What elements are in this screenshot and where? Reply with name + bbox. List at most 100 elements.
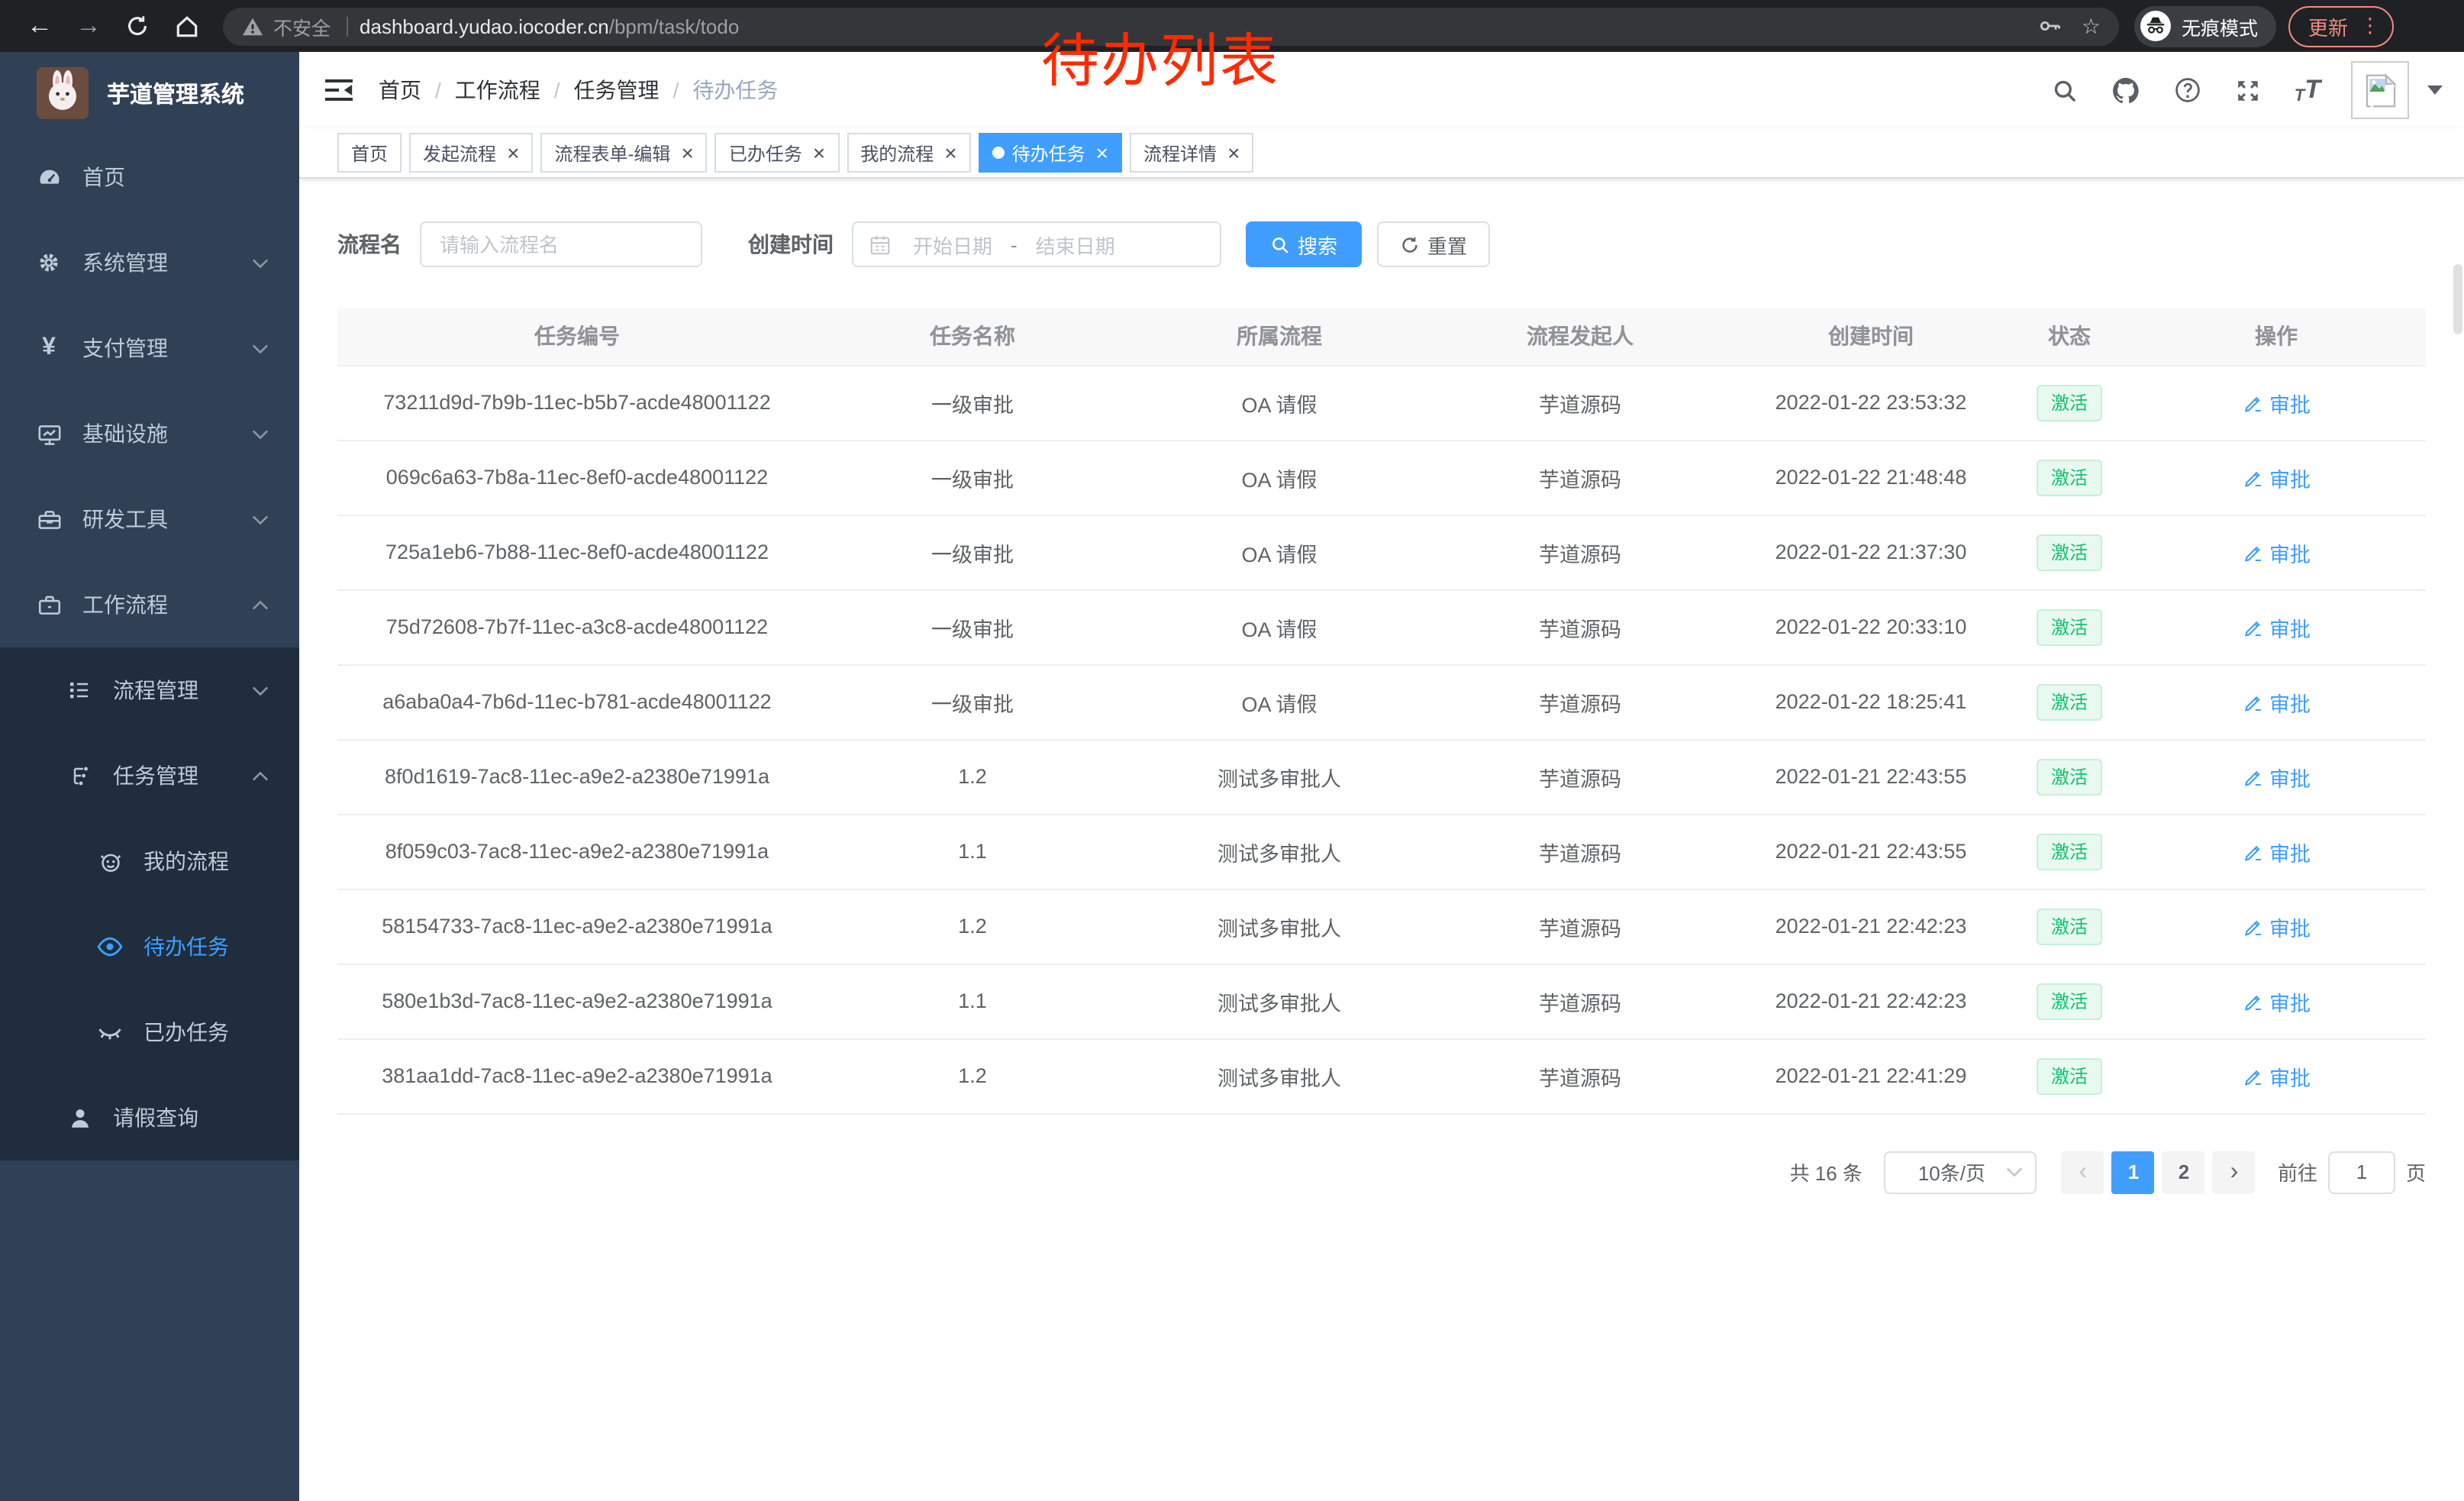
end-date-placeholder[interactable]: 结束日期 <box>1035 234 1115 257</box>
chevron-down-icon <box>252 514 269 525</box>
tab-start-process[interactable]: 发起流程 × <box>409 133 534 173</box>
browser-back-icon[interactable]: ← <box>27 11 53 40</box>
page-1-button[interactable]: 1 <box>2111 1151 2155 1193</box>
update-label[interactable]: 更新 <box>2308 16 2348 39</box>
cell-status: 激活 <box>2012 889 2127 964</box>
table-row: 725a1eb6-7b88-11ec-8ef0-acde48001122 一级审批… <box>337 515 2426 590</box>
date-range-picker[interactable]: 开始日期 - 结束日期 <box>852 221 1221 267</box>
cell-action: 审批 <box>2127 515 2426 590</box>
breadcrumb-workflow[interactable]: 工作流程 <box>454 78 540 102</box>
close-icon[interactable]: × <box>944 140 957 165</box>
tab-home[interactable]: 首页 <box>337 133 402 173</box>
approve-button[interactable]: 审批 <box>2242 537 2311 567</box>
edit-pen-icon <box>2242 766 2263 787</box>
address-bar[interactable]: 不安全 dashboard.yudao.iocoder.cn /bpm/task… <box>223 7 2119 45</box>
process-name-input[interactable] <box>420 221 702 267</box>
security-label[interactable]: 不安全 <box>273 18 331 39</box>
next-page-button[interactable]: › <box>2212 1151 2256 1193</box>
approve-button[interactable]: 审批 <box>2242 836 2311 867</box>
cell-starter: 芋道源码 <box>1430 365 1730 441</box>
sidebar-item-payment[interactable]: ¥ 支付管理 <box>0 305 299 391</box>
cell-action: 审批 <box>2127 814 2426 889</box>
table-row: 8f0d1619-7ac8-11ec-a9e2-a2380e71991a 1.2 测… <box>337 739 2426 815</box>
search-button[interactable]: 搜索 <box>1246 221 1363 267</box>
search-icon[interactable] <box>2052 77 2078 103</box>
table-row: 069c6a63-7b8a-11ec-8ef0-acde48001122 一级审批… <box>337 440 2426 515</box>
breadcrumb-home[interactable]: 首页 <box>379 78 421 102</box>
approve-button[interactable]: 审批 <box>2242 1060 2311 1091</box>
chevron-down-icon <box>252 428 269 439</box>
approve-button[interactable]: 审批 <box>2242 686 2311 717</box>
tab-form-edit[interactable]: 流程表单-编辑 × <box>540 133 708 173</box>
column-header: 流程发起人 <box>1430 308 1730 366</box>
approve-button[interactable]: 审批 <box>2242 387 2311 418</box>
update-button[interactable]: 更新 ⋮ <box>2288 5 2394 47</box>
page-size-select[interactable]: 10条/页 <box>1883 1151 2037 1193</box>
reset-button[interactable]: 重置 <box>1377 221 1491 267</box>
start-date-placeholder[interactable]: 开始日期 <box>912 234 992 257</box>
browser-menu-icon[interactable]: ⋮ <box>2360 14 2380 37</box>
sidebar-item-my-process[interactable]: 我的流程 <box>0 818 299 904</box>
fullscreen-icon[interactable] <box>2235 77 2261 103</box>
sidebar-item-task-mgmt[interactable]: 任务管理 <box>0 733 299 818</box>
close-icon[interactable]: × <box>812 140 826 165</box>
sidebar-item-system[interactable]: 系统管理 <box>0 220 299 305</box>
avatar[interactable] <box>2351 61 2409 119</box>
briefcase-icon <box>34 592 64 618</box>
approve-button[interactable]: 审批 <box>2242 911 2311 941</box>
browser-forward-icon[interactable]: → <box>76 11 102 40</box>
breadcrumb-separator: / <box>672 78 679 102</box>
close-icon[interactable]: × <box>507 140 520 165</box>
sidebar-item-done-task[interactable]: 已办任务 <box>0 989 299 1075</box>
edit-pen-icon <box>2242 1065 2263 1086</box>
app-logo-row[interactable]: 芋道管理系统 <box>0 52 299 134</box>
sidebar-item-home[interactable]: 首页 <box>0 134 299 220</box>
total-count: 共 16 条 <box>1789 1162 1863 1185</box>
browser-home-icon[interactable] <box>166 6 206 46</box>
approve-label: 审批 <box>2269 767 2311 790</box>
close-icon[interactable]: × <box>1227 140 1240 165</box>
tab-label: 已办任务 <box>728 143 802 164</box>
key-icon[interactable] <box>2039 14 2063 38</box>
approve-button[interactable]: 审批 <box>2242 612 2311 642</box>
browser-reload-icon[interactable] <box>118 6 157 46</box>
sidebar-item-workflow[interactable]: 工作流程 <box>0 562 299 647</box>
close-icon[interactable]: × <box>1095 140 1109 165</box>
tab-todo-task[interactable]: 待办任务 × <box>978 133 1123 173</box>
chevron-up-icon <box>252 599 269 610</box>
cell-id: 8f0d1619-7ac8-11ec-a9e2-a2380e71991a <box>337 739 817 815</box>
goto-page-input[interactable] <box>2327 1151 2395 1193</box>
cell-id: 8f059c03-7ac8-11ec-a9e2-a2380e71991a <box>337 814 817 889</box>
cell-status: 激活 <box>2012 739 2127 815</box>
sidebar-item-label: 工作流程 <box>82 592 168 617</box>
help-icon[interactable] <box>2174 76 2201 104</box>
incognito-icon <box>2140 11 2171 41</box>
sidebar-item-todo-task[interactable]: 待办任务 <box>0 904 299 989</box>
collapse-sidebar-icon[interactable] <box>324 77 354 103</box>
approve-button[interactable]: 审批 <box>2242 761 2311 792</box>
sidebar-item-leave-query[interactable]: 请假查询 <box>0 1075 299 1160</box>
close-icon[interactable]: × <box>681 140 694 165</box>
tab-my-process[interactable]: 我的流程 × <box>847 133 971 173</box>
sidebar-item-infra[interactable]: 基础设施 <box>0 391 299 476</box>
table-row: a6aba0a4-7b6d-11ec-b781-acde48001122 一级审批… <box>337 664 2426 740</box>
github-icon[interactable] <box>2111 76 2140 105</box>
tab-process-detail[interactable]: 流程详情 × <box>1130 133 1254 173</box>
table-row: 580e1b3d-7ac8-11ec-a9e2-a2380e71991a 1.1 测… <box>337 964 2426 1039</box>
prev-page-button[interactable]: ‹ <box>2061 1151 2104 1193</box>
sidebar-item-devtools[interactable]: 研发工具 <box>0 476 299 562</box>
breadcrumb-task-mgmt[interactable]: 任务管理 <box>573 78 660 102</box>
approve-button[interactable]: 审批 <box>2242 986 2311 1016</box>
tab-done-task[interactable]: 已办任务 × <box>714 133 840 173</box>
cell-action: 审批 <box>2127 739 2426 815</box>
sidebar-item-process-mgmt[interactable]: 流程管理 <box>0 647 299 733</box>
tabs-bar: 首页 发起流程 × 流程表单-编辑 × 已办任务 × 我的流程 × 待办任务 × 流程详情 × <box>299 128 2464 179</box>
page-2-button[interactable]: 2 <box>2162 1151 2205 1193</box>
avatar-caret-icon[interactable] <box>2427 86 2443 95</box>
approve-button[interactable]: 审批 <box>2242 462 2311 492</box>
scrollbar-thumb[interactable] <box>2453 264 2462 334</box>
bookmark-star-icon[interactable]: ☆ <box>2081 13 2101 37</box>
